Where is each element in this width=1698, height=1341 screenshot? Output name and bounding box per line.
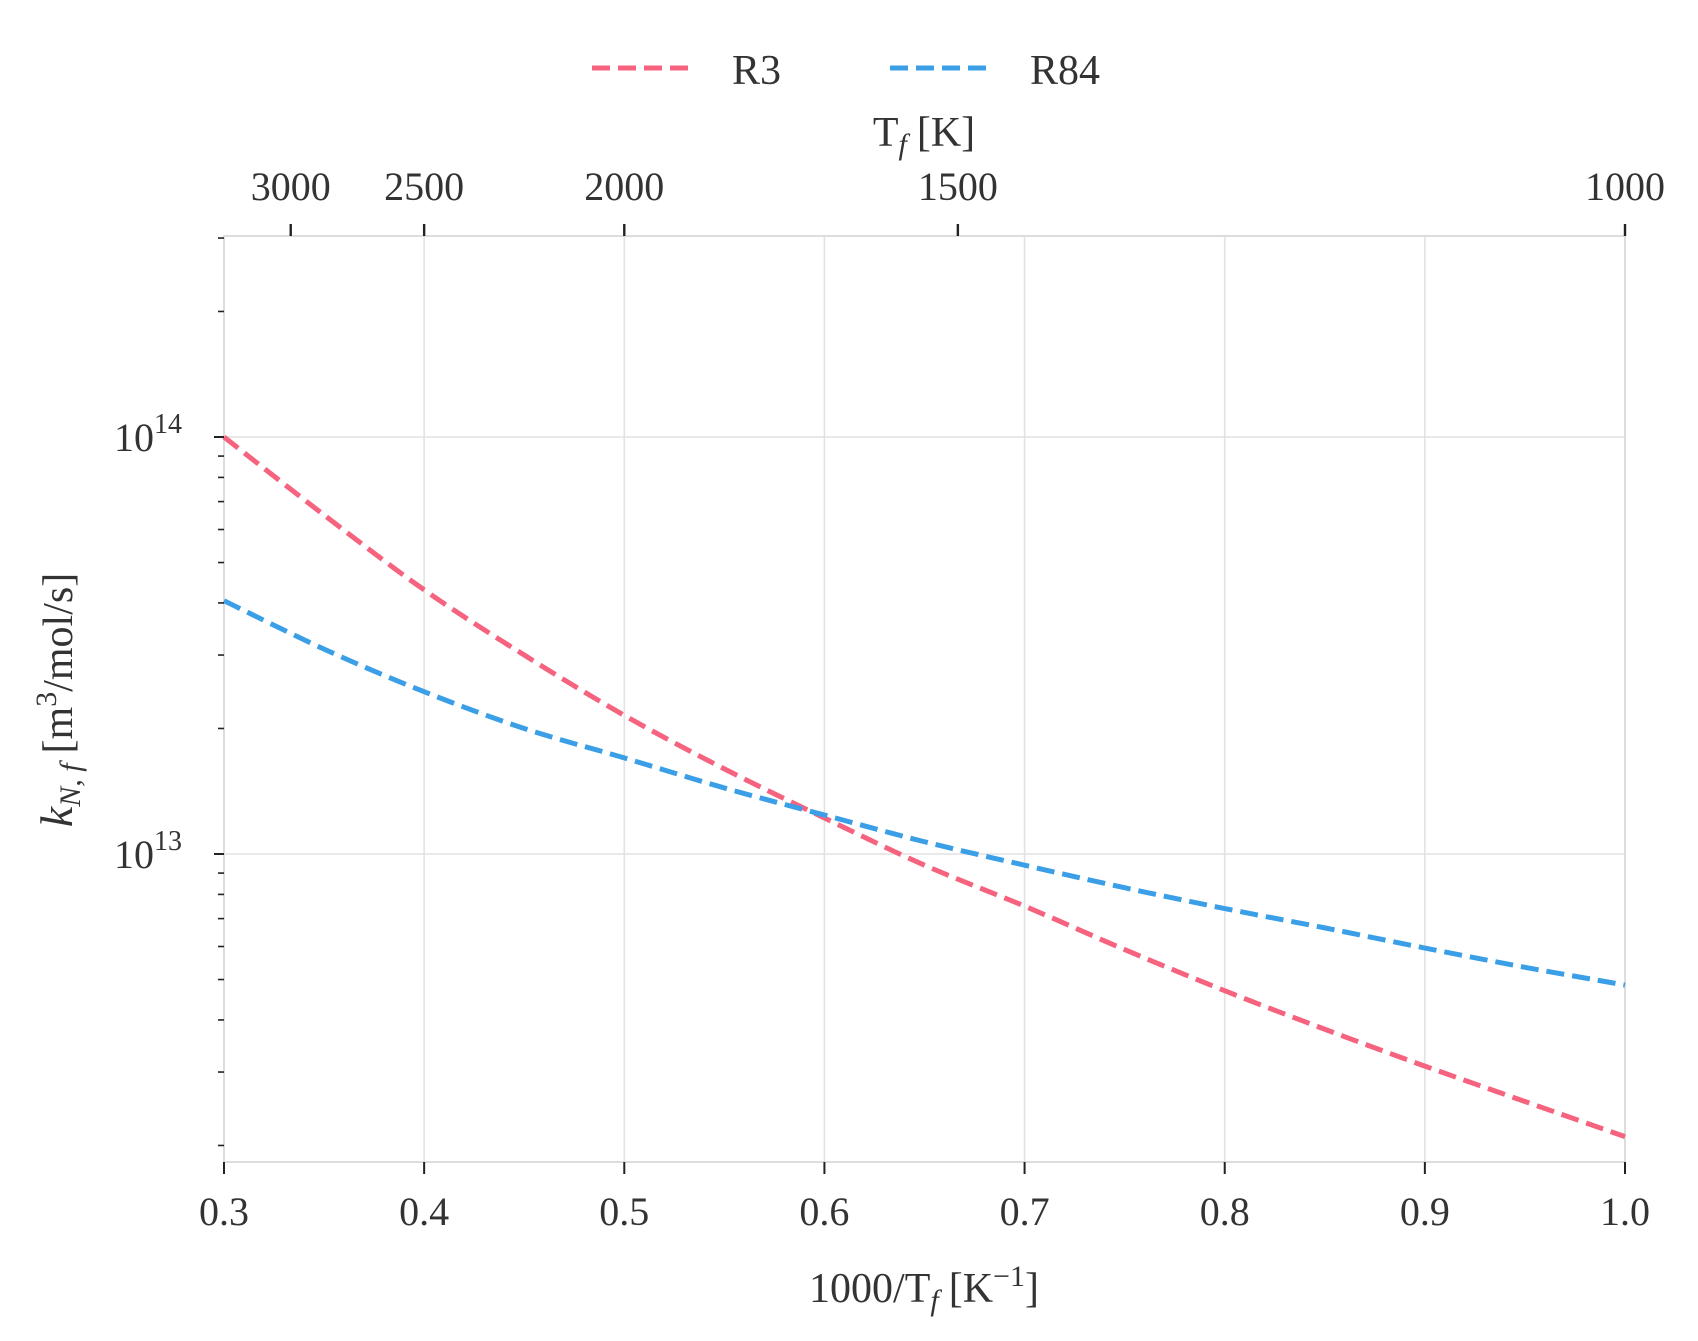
x-tick-label: 0.5 — [599, 1189, 649, 1234]
plot-frame — [223, 235, 1626, 1163]
top-x-axis-label: Tf [K] — [873, 110, 975, 161]
x-tick-label: 0.6 — [799, 1189, 849, 1234]
top-x-tick-label: 3000 — [251, 164, 331, 209]
top-x-tick-label: 1000 — [1585, 164, 1665, 209]
series-layer — [222, 435, 1626, 1139]
top-x-tick-label: 2500 — [384, 164, 464, 209]
grid — [224, 236, 1625, 1162]
x-tick-label: 0.4 — [399, 1189, 449, 1234]
plot-background — [224, 236, 1625, 1162]
x-axis-label: 1000/Tf [K−1] — [809, 1260, 1039, 1317]
x-tick-label: 0.7 — [1000, 1189, 1050, 1234]
x-tick-label: 0.8 — [1200, 1189, 1250, 1234]
legend-label-r84: R84 — [1030, 48, 1100, 94]
x-tick-label: 1.0 — [1600, 1189, 1650, 1234]
y-tick-label: 1014 — [114, 409, 182, 460]
top-x-tick-label: 2000 — [584, 164, 664, 209]
series-line-r84 — [222, 598, 1626, 988]
x-tick-label: 0.9 — [1400, 1189, 1450, 1234]
top-x-tick-label: 1500 — [918, 164, 998, 209]
legend: R3 R84 — [592, 48, 1100, 94]
y-axis-label: kN, f[m3/mol/s] — [30, 573, 87, 827]
y-tick-label: 1013 — [114, 826, 182, 877]
series-line-r3 — [222, 435, 1626, 1139]
ticks-layer: 0.3 0.4 0.5 0.6 0.7 0.8 0.9 1.0 1013 1014 3000 2500… — [114, 164, 1665, 1234]
x-tick-label: 0.3 — [199, 1189, 249, 1234]
legend-label-r3: R3 — [732, 48, 781, 94]
